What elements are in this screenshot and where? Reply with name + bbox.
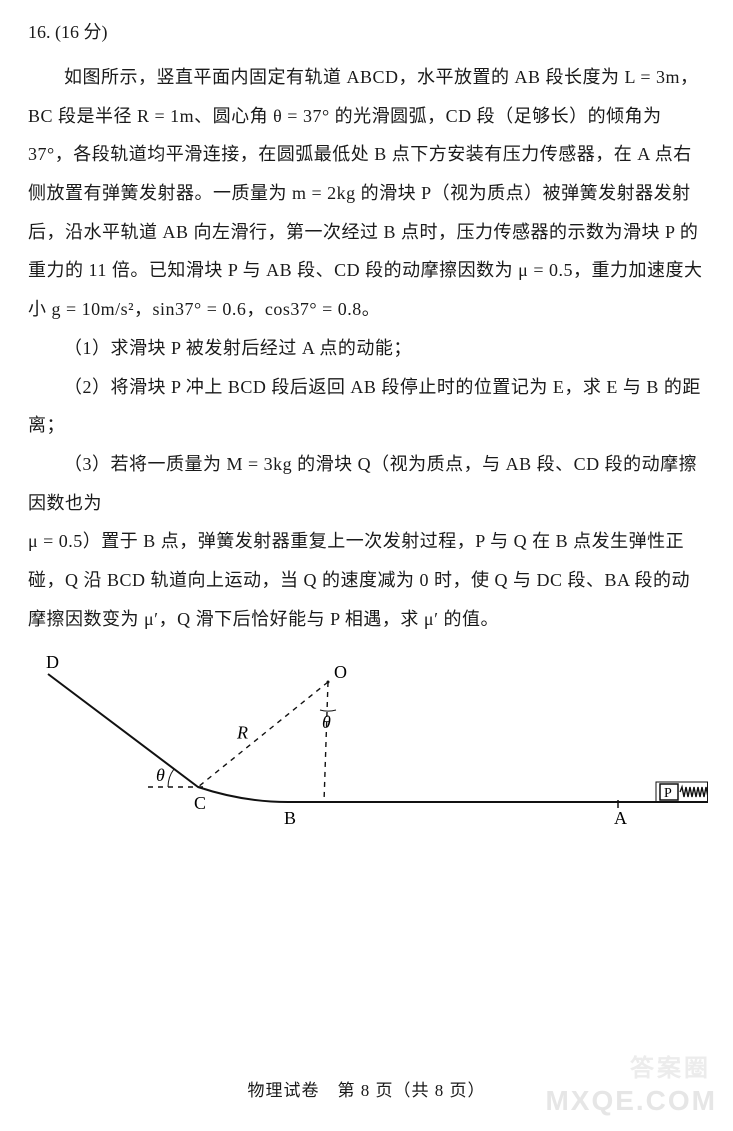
svg-text:B: B — [284, 808, 296, 828]
subquestion-3a: （3）若将一质量为 M = 3kg 的滑块 Q（视为质点，与 AB 段、CD 段… — [28, 445, 705, 522]
svg-text:θ: θ — [156, 765, 165, 785]
watermark-cn: 答案圈 — [630, 1048, 711, 1083]
svg-text:R: R — [236, 723, 248, 743]
svg-text:P: P — [664, 786, 672, 801]
page: 16. (16 分) 如图所示，竖直平面内固定有轨道 ABCD，水平放置的 AB… — [0, 0, 733, 1131]
svg-text:θ: θ — [322, 712, 331, 732]
svg-text:C: C — [194, 793, 206, 813]
question-body: 如图所示，竖直平面内固定有轨道 ABCD，水平放置的 AB 段长度为 L = 3… — [28, 58, 705, 329]
physics-diagram: D C B A O Rθ θ P — [28, 652, 708, 852]
watermark-en: MXQE.COM — [545, 1085, 717, 1117]
subquestion-1: （1）求滑块 P 被发射后经过 A 点的动能； — [28, 329, 705, 368]
question-number: 16. (16 分) — [28, 18, 705, 44]
figure-container: D C B A O Rθ θ P — [28, 652, 705, 857]
subquestion-2: （2）将滑块 P 冲上 BCD 段后返回 AB 段停止时的位置记为 E，求 E … — [28, 368, 705, 445]
svg-text:D: D — [46, 652, 59, 672]
subquestion-3b: μ = 0.5）置于 B 点，弹簧发射器重复上一次发射过程，P 与 Q 在 B … — [28, 522, 705, 638]
svg-text:O: O — [334, 662, 347, 682]
svg-text:A: A — [614, 808, 627, 828]
